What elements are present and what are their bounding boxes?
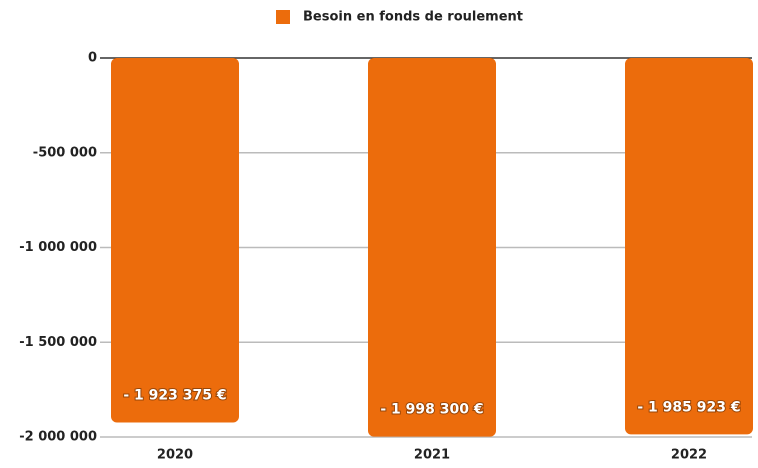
y-tick-label: -1 500 000 [19, 335, 97, 350]
bar [625, 58, 753, 435]
value-label: - 1 985 923 € [637, 399, 740, 415]
value-label: - 1 998 300 € [380, 402, 483, 418]
x-tick-label: 2020 [157, 448, 193, 463]
y-tick-label: -2 000 000 [19, 430, 97, 445]
legend-label: Besoin en fonds de roulement [303, 10, 523, 25]
bar [111, 58, 239, 423]
x-tick-label: 2022 [671, 448, 707, 463]
y-tick-label: -1 000 000 [19, 240, 97, 255]
value-label: - 1 923 375 € [123, 387, 226, 403]
y-tick-label: -500 000 [33, 145, 97, 160]
x-tick-label: 2021 [414, 448, 450, 463]
legend-swatch [276, 10, 290, 24]
bar [368, 58, 496, 437]
y-tick-label: 0 [88, 51, 97, 66]
